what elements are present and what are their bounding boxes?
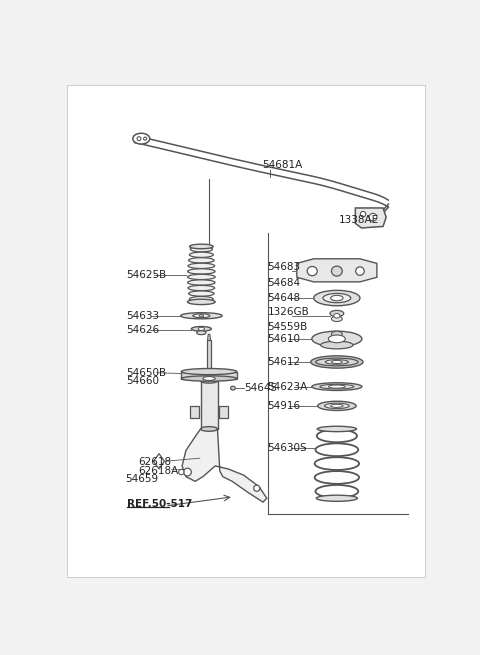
Bar	[207, 341, 211, 371]
Bar	[190, 406, 199, 418]
Ellipse shape	[189, 291, 214, 296]
Bar	[201, 381, 217, 429]
Polygon shape	[207, 334, 211, 341]
Bar	[219, 406, 228, 418]
Ellipse shape	[188, 269, 215, 274]
Ellipse shape	[190, 246, 213, 252]
Text: 54683: 54683	[267, 262, 300, 272]
Text: 54559B: 54559B	[267, 322, 308, 332]
Ellipse shape	[331, 295, 343, 301]
Ellipse shape	[133, 133, 150, 144]
Ellipse shape	[230, 386, 235, 390]
Ellipse shape	[188, 286, 215, 291]
Ellipse shape	[318, 402, 356, 411]
Ellipse shape	[188, 299, 215, 305]
Ellipse shape	[181, 369, 237, 375]
Bar	[181, 371, 237, 379]
Text: 1338AE: 1338AE	[338, 214, 379, 225]
Text: 54659: 54659	[125, 474, 158, 484]
Polygon shape	[154, 454, 164, 469]
Ellipse shape	[320, 384, 354, 389]
Ellipse shape	[192, 327, 211, 331]
Ellipse shape	[307, 267, 317, 276]
Text: 54610: 54610	[267, 334, 300, 344]
Text: 1326GB: 1326GB	[267, 307, 309, 317]
Text: 54623A: 54623A	[267, 382, 308, 392]
Ellipse shape	[328, 335, 345, 343]
Text: 62618A: 62618A	[138, 466, 179, 476]
Ellipse shape	[328, 385, 345, 388]
Ellipse shape	[332, 316, 342, 322]
Ellipse shape	[190, 252, 213, 257]
Ellipse shape	[254, 485, 260, 491]
Text: REF.50-517: REF.50-517	[127, 498, 192, 509]
Ellipse shape	[325, 360, 348, 364]
Ellipse shape	[144, 137, 147, 140]
Ellipse shape	[324, 403, 349, 409]
Ellipse shape	[198, 328, 204, 330]
Ellipse shape	[137, 137, 141, 141]
Ellipse shape	[179, 470, 184, 475]
Ellipse shape	[189, 257, 214, 263]
Ellipse shape	[197, 331, 206, 335]
Text: 54648: 54648	[267, 293, 300, 303]
Ellipse shape	[188, 274, 215, 280]
Ellipse shape	[334, 314, 340, 318]
Ellipse shape	[317, 426, 357, 432]
Text: 54650B: 54650B	[127, 367, 167, 378]
Polygon shape	[297, 259, 377, 282]
Ellipse shape	[316, 358, 358, 365]
Text: 54681A: 54681A	[262, 160, 302, 170]
Ellipse shape	[321, 341, 353, 349]
Text: 54633: 54633	[127, 310, 160, 321]
Ellipse shape	[332, 266, 342, 276]
Ellipse shape	[188, 263, 215, 269]
Ellipse shape	[181, 376, 237, 381]
Ellipse shape	[188, 280, 215, 285]
Polygon shape	[355, 208, 386, 228]
Ellipse shape	[331, 404, 343, 407]
Ellipse shape	[201, 379, 217, 383]
Ellipse shape	[193, 314, 210, 318]
Ellipse shape	[356, 267, 364, 275]
Ellipse shape	[203, 377, 215, 381]
Polygon shape	[182, 429, 267, 502]
Text: 54630S: 54630S	[267, 443, 307, 453]
Text: 62618: 62618	[138, 457, 171, 467]
FancyBboxPatch shape	[67, 84, 425, 577]
Text: 54612: 54612	[267, 357, 300, 367]
Ellipse shape	[332, 360, 342, 364]
Ellipse shape	[314, 290, 360, 306]
Ellipse shape	[323, 293, 351, 303]
Ellipse shape	[316, 495, 358, 501]
Ellipse shape	[180, 312, 222, 319]
Text: 54684: 54684	[267, 278, 300, 288]
Text: 54626: 54626	[127, 326, 160, 335]
Text: 54660: 54660	[127, 376, 160, 386]
Ellipse shape	[312, 331, 362, 346]
Ellipse shape	[330, 310, 344, 316]
Ellipse shape	[184, 468, 192, 476]
Ellipse shape	[360, 212, 366, 217]
Text: 54625B: 54625B	[127, 270, 167, 280]
Text: 54916: 54916	[267, 401, 300, 411]
Ellipse shape	[201, 426, 217, 431]
Text: 54645: 54645	[244, 383, 277, 393]
Ellipse shape	[190, 244, 213, 249]
Ellipse shape	[332, 331, 342, 337]
Ellipse shape	[311, 356, 363, 368]
Ellipse shape	[312, 383, 362, 390]
Ellipse shape	[199, 314, 204, 317]
Ellipse shape	[369, 214, 377, 221]
Ellipse shape	[190, 297, 213, 302]
